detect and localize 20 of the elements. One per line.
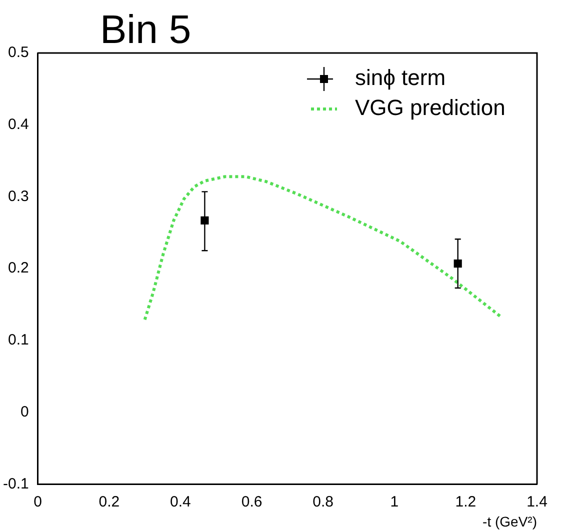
x-tick-label: 0 (34, 493, 42, 510)
chart-title: Bin 5 (100, 8, 192, 52)
x-tick-label: 0.6 (241, 493, 262, 510)
x-axis-title: -t (GeV²) (482, 513, 537, 530)
x-tick-label: 1.4 (526, 493, 548, 510)
x-tick-label: 0.8 (312, 493, 334, 510)
line-series (143, 175, 502, 322)
y-tick-label: -0.1 (2, 475, 29, 492)
y-tick-label: 0.3 (8, 188, 29, 205)
legend-label: VGG prediction (355, 95, 506, 120)
legend-label: sinϕ term (355, 65, 446, 90)
x-tick-label: 1 (390, 493, 399, 510)
y-tick-label: 0 (20, 403, 29, 420)
x-tick-label: 1.2 (455, 493, 476, 510)
y-tick-label: 0.1 (8, 332, 29, 349)
y-tick-label: 0.5 (8, 44, 29, 62)
x-tick-label: 0.2 (98, 493, 120, 510)
x-tick-label: 0.4 (170, 493, 191, 510)
y-tick-label: 0.4 (8, 116, 29, 134)
y-tick-label: 0.2 (8, 260, 29, 277)
